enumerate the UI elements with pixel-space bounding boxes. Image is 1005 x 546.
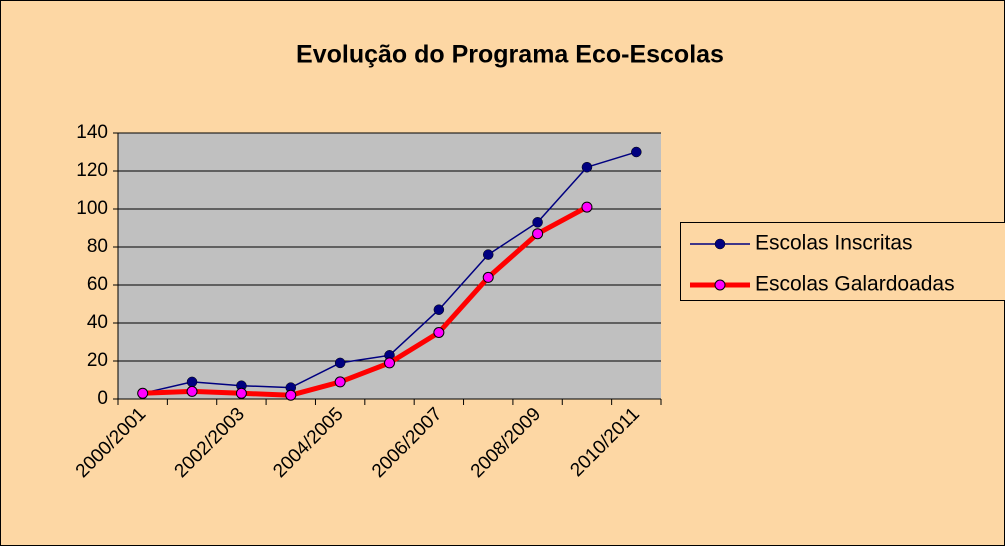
legend-marker [714,279,726,291]
point [285,389,297,401]
point [581,161,593,173]
legend-label: Escolas Inscritas [755,232,913,255]
y-tick-label: 40 [87,312,108,333]
point [186,385,198,397]
y-tick-label: 0 [97,388,108,409]
y-tick-label: 80 [87,236,108,257]
point [433,304,445,315]
point [334,357,346,369]
point [532,228,544,240]
legend-label: Escolas Galardoadas [755,273,955,296]
point [581,201,593,213]
series-line [142,204,589,398]
point [137,387,149,399]
point [235,387,247,399]
y-tick-label: 20 [87,350,108,371]
y-tick-label: 120 [76,160,108,181]
y-tick-label: 60 [87,274,108,295]
point [186,376,198,388]
point [532,217,543,228]
point [384,357,395,369]
chart-title: Evolução do Programa Eco-Escolas [296,41,724,69]
point [334,376,346,388]
point [482,271,494,283]
point [631,146,642,158]
point [482,249,494,260]
legend-marker [714,238,726,250]
y-tick-label: 100 [76,198,108,219]
point [433,327,445,338]
y-tick-label: 140 [76,122,108,143]
